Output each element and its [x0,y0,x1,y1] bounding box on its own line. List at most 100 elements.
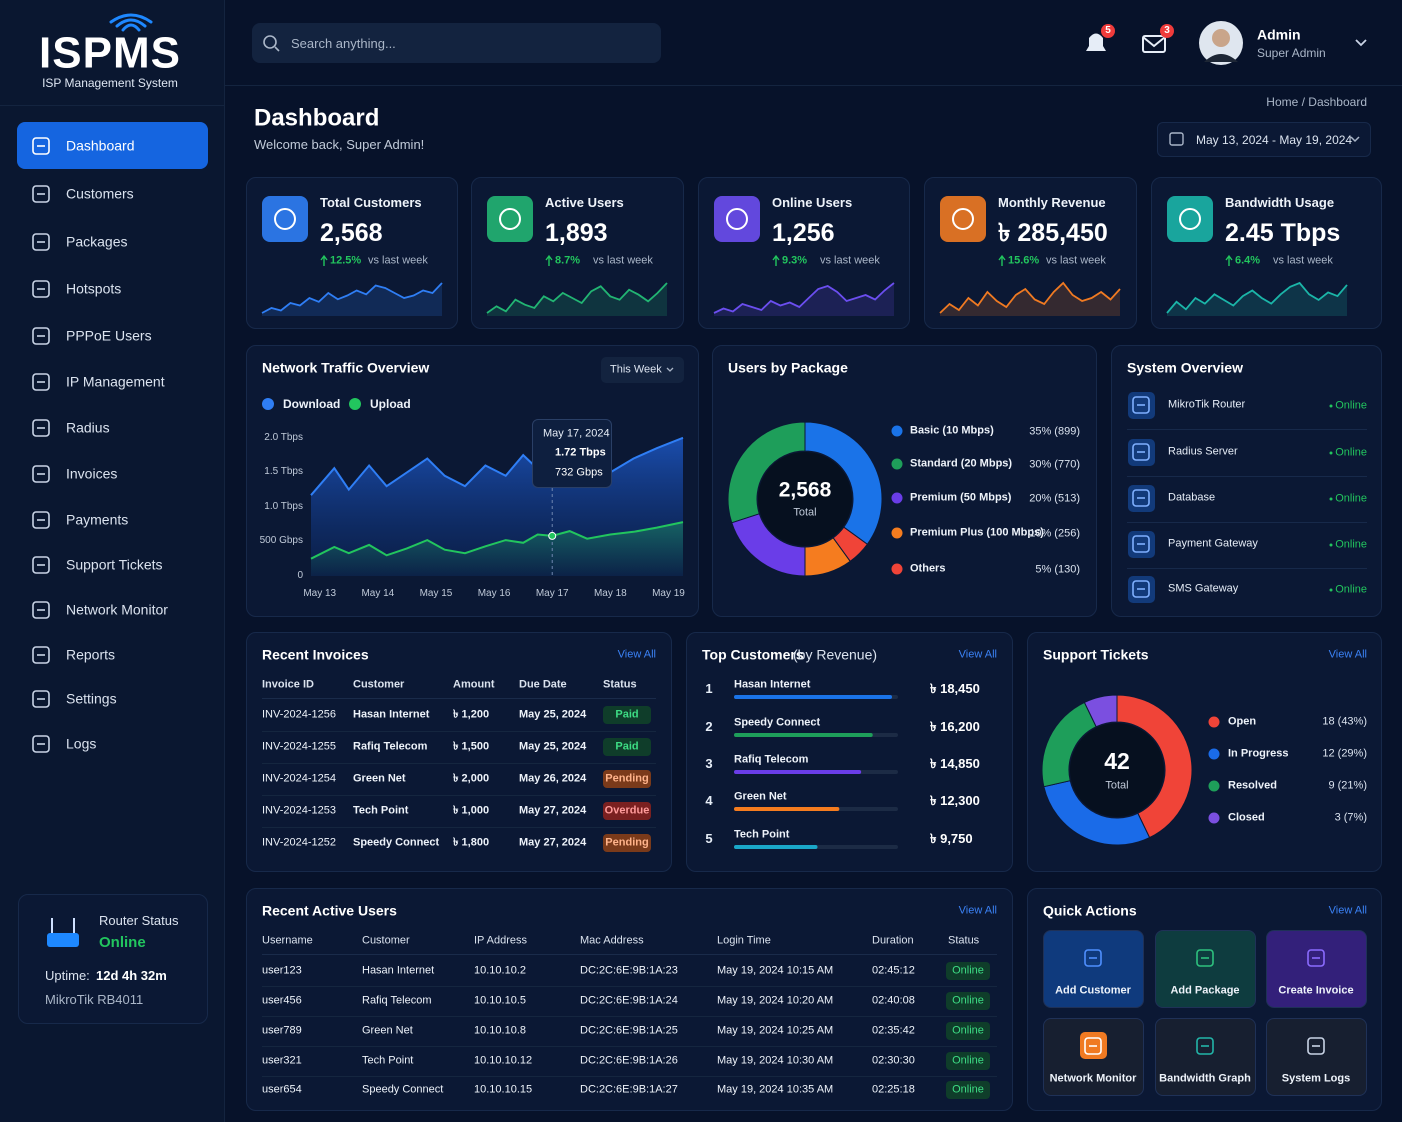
table-cell: 10.10.10.5 [474,994,526,1007]
legend-value: 20% (513) [1029,492,1080,505]
router-title: Router Status [99,913,179,929]
table-cell: INV-2024-1255 [262,740,336,753]
user-name: Admin [1257,26,1301,43]
stat-title: Active Users [545,195,624,211]
date-range-picker[interactable] [1157,122,1371,157]
quick-action-tile[interactable] [1266,1018,1367,1096]
status-label: Online [952,1054,984,1067]
nav-item[interactable]: Payments [66,511,129,528]
quick-action-label[interactable]: System Logs [1281,1072,1351,1085]
table-header: Invoice ID [262,678,314,691]
y-tick-label: 1.0 Tbps [264,500,303,512]
icon [32,419,50,437]
top-customers-card [686,632,1013,872]
x-tick-label: May 17 [535,588,569,599]
chevron [1355,39,1367,47]
system-card [1111,345,1382,617]
system-item-status: Online [1335,538,1367,551]
nav-item[interactable]: IP Management [66,373,165,390]
table-cell: May 25, 2024 [519,708,587,721]
status-label: Online [952,964,984,977]
view-all-link[interactable]: View All [958,904,997,917]
icon [32,690,50,708]
icon [1307,1037,1325,1055]
nav-item[interactable]: Customers [66,185,134,202]
view-all-link[interactable]: View All [1328,648,1367,661]
nav-item[interactable]: Packages [66,233,128,250]
system-item-status: Online [1335,446,1367,459]
status-label: Pending [605,772,649,785]
status-label: Paid [615,708,639,721]
status-label: Pending [605,836,649,849]
nav-item[interactable]: Hotspots [66,280,122,297]
nav-item[interactable]: Logs [66,735,97,752]
legend-value: 35% (899) [1029,425,1080,438]
status-pill [946,962,990,980]
date-range: May 13, 2024 - May 19, 2024 [1196,132,1353,147]
view-all-link[interactable]: View All [1328,904,1367,917]
icon [32,327,50,345]
status-dot [1329,543,1333,547]
nav-item[interactable]: Network Monitor [66,601,168,618]
quick-action-label[interactable]: Network Monitor [1049,1072,1137,1085]
view-all-link[interactable]: View All [958,648,997,661]
donut-segment [1083,694,1118,728]
legend-label: Premium (50 Mbps) [910,491,1012,504]
legend-value: 30% (770) [1029,458,1080,471]
icon [1132,580,1150,598]
legend-value: 10% (256) [1029,527,1080,540]
period-label[interactable]: This Week [610,363,662,376]
table-cell: DC:2C:6E:9B:1A:25 [580,1024,678,1037]
rank: 3 [705,756,713,772]
nav-item[interactable]: Radius [66,419,110,436]
nav-item[interactable]: PPPoE Users [66,327,152,344]
view-all-link[interactable]: View All [617,648,656,661]
badge [1160,24,1174,38]
up-arrow [772,254,780,266]
table-cell: DC:2C:6E:9B:1A:23 [580,964,678,977]
status-pill [946,992,990,1010]
donut-segment [727,421,806,524]
stat-title: Bandwidth Usage [1225,195,1335,211]
nav-item[interactable]: Reports [66,646,116,663]
icon [32,556,50,574]
nav-item[interactable]: Dashboard [66,137,135,154]
table-cell: May 26, 2024 [519,772,587,785]
bar [734,733,873,737]
customer-amount: ৳ 9,750 [930,831,973,847]
quick-action-tile[interactable] [1155,930,1256,1008]
table-cell: May 19, 2024 10:25 AM [717,1024,834,1037]
table-cell: 02:40:08 [872,994,915,1007]
nav-item[interactable]: Support Tickets [66,556,163,573]
legend-label: Download [283,396,341,411]
table-cell: DC:2C:6E:9B:1A:26 [580,1054,678,1067]
quick-action-tile[interactable] [1155,1018,1256,1096]
quick-action-label[interactable]: Create Invoice [1278,984,1354,997]
donut-segment [731,513,806,577]
quick-action-tile[interactable] [1043,930,1144,1008]
icon [32,233,50,251]
y-tick-label: 1.5 Tbps [264,466,303,478]
quick-action-tile[interactable] [1266,930,1367,1008]
legend-dot [262,398,274,410]
calendar-icon [1169,132,1184,146]
nav-item[interactable]: Invoices [66,465,118,482]
quick-action-label[interactable]: Bandwidth Graph [1159,1072,1251,1085]
icon [32,185,50,203]
sparkline [939,281,1121,314]
legend-dot [891,425,903,437]
tickets-title: Support Tickets [1043,646,1149,663]
nav-item[interactable]: Settings [66,690,117,707]
donut-segment [804,537,851,577]
bar [734,845,818,849]
logo: ISPMS [39,28,181,78]
legend-dot [1208,748,1220,760]
legend-label: Open [1228,715,1257,728]
quick-action-label[interactable]: Add Customer [1055,984,1131,997]
search-box[interactable] [252,23,661,63]
legend-dot [1208,812,1220,824]
status-label: Online [952,994,984,1007]
quick-action-label[interactable]: Add Package [1170,984,1240,997]
status-pill [603,706,651,724]
